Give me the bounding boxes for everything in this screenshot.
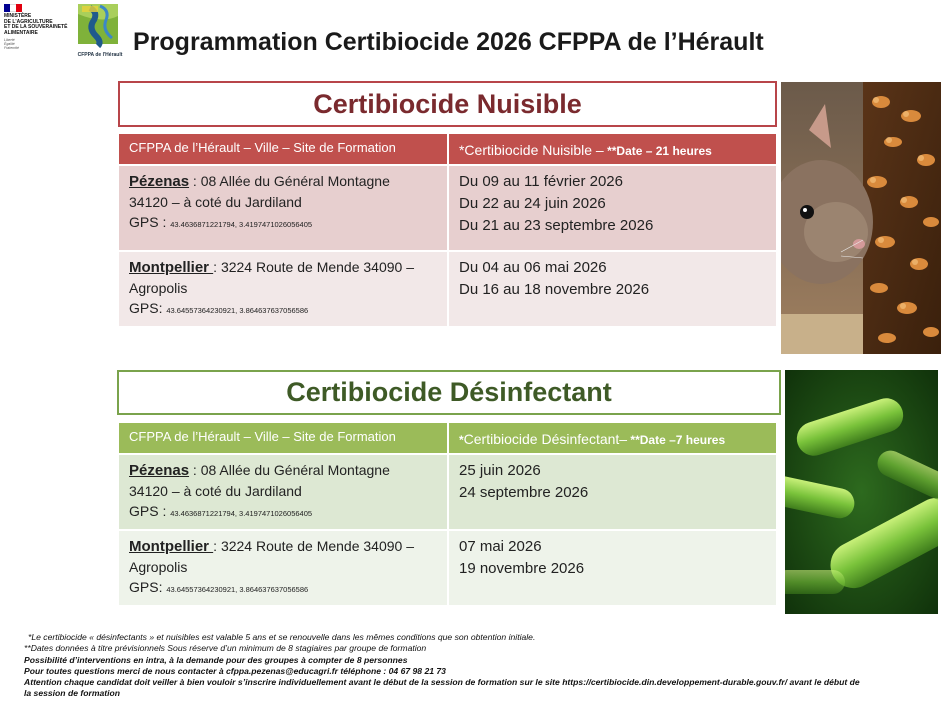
header-course: *Certibiocide Nuisible – **Date – 21 heu… bbox=[446, 132, 779, 166]
ministry-name-line: ET DE LA SOUVERAINETÉ bbox=[4, 24, 68, 31]
date-item: 25 juin 2026 bbox=[458, 462, 541, 479]
ministry-name-line: MINISTÈRE bbox=[4, 13, 32, 19]
date-item: Du 21 au 23 septembre 2026 bbox=[458, 217, 654, 234]
date-item: Du 09 au 11 février 2026 bbox=[458, 173, 623, 190]
dates-cell: Du 04 au 06 mai 2026 Du 16 au 18 novembr… bbox=[446, 250, 779, 328]
site-cell: Pézenas : 08 Allée du Général Montagne 3… bbox=[117, 164, 449, 252]
cfppa-logo-label: CFPPA de l'Hérault bbox=[77, 52, 123, 58]
pests-image bbox=[781, 82, 941, 354]
date-item: Du 04 au 06 mai 2026 bbox=[458, 259, 607, 276]
footnote-intra: Possibilité d’interventions en intra, à … bbox=[24, 654, 408, 665]
header-site: CFPPA de l’Hérault – Ville – Site de For… bbox=[117, 421, 449, 455]
table-row: Pézenas : 08 Allée du Général Montagne 3… bbox=[117, 453, 779, 531]
header-site: CFPPA de l’Hérault – Ville – Site de For… bbox=[117, 132, 449, 166]
french-flag-icon bbox=[4, 4, 22, 12]
dates-cell: Du 09 au 11 février 2026 Du 22 au 24 jui… bbox=[446, 164, 779, 252]
footnotes: *Le certibiocide « désinfectants » et nu… bbox=[24, 632, 934, 700]
footnote-registration-cont: la session de formation bbox=[24, 688, 120, 699]
footnote-contact: Pour toutes questions merci de nous cont… bbox=[24, 665, 446, 676]
desinfectant-table: CFPPA de l’Hérault – Ville – Site de For… bbox=[117, 421, 779, 607]
ministry-logo: MINISTÈRE DE L'AGRICULTURE ET DE LA SOUV… bbox=[4, 4, 74, 56]
table-header-row: CFPPA de l’Hérault – Ville – Site de For… bbox=[117, 421, 779, 455]
footnote-validity: *Le certibiocide « désinfectants » et nu… bbox=[28, 632, 536, 642]
date-item: Du 22 au 24 juin 2026 bbox=[458, 195, 606, 212]
city-name: Montpellier bbox=[129, 538, 214, 555]
desinfectant-banner: Certibiocide Désinfectant bbox=[117, 370, 781, 415]
gps-coords: 43.4636871221794, 3.4197471026056405 bbox=[170, 509, 313, 518]
footnote-registration: Attention chaque candidat doit veiller à… bbox=[24, 677, 860, 688]
bacteria-icon bbox=[785, 398, 938, 594]
date-item: Du 16 au 18 novembre 2026 bbox=[458, 281, 650, 298]
date-item: 24 septembre 2026 bbox=[458, 484, 589, 501]
table-row: Montpellier : 3224 Route de Mende 34090 … bbox=[117, 250, 779, 328]
page-title: Programmation Certibiocide 2026 CFPPA de… bbox=[133, 28, 764, 56]
bacteria-image bbox=[785, 370, 938, 614]
footnote-dates: **Dates données à titre prévisionnels So… bbox=[24, 643, 427, 654]
nuisible-banner: Certibiocide Nuisible bbox=[118, 81, 777, 127]
city-name: Pézenas bbox=[129, 462, 190, 479]
ministry-motto: Liberté Égalité Fraternité bbox=[4, 38, 19, 51]
ministry-name-line: DE L'AGRICULTURE bbox=[4, 18, 53, 25]
city-name: Montpellier bbox=[129, 259, 214, 276]
table-header-row: CFPPA de l’Hérault – Ville – Site de For… bbox=[117, 132, 779, 166]
city-name: Pézenas bbox=[129, 173, 190, 190]
ministry-name-line: ALIMENTAIRE bbox=[4, 29, 38, 36]
dates-cell: 25 juin 2026 24 septembre 2026 bbox=[446, 453, 779, 531]
rat-icon bbox=[781, 104, 873, 284]
header-course: *Certibiocide Désinfectant– **Date –7 he… bbox=[446, 421, 779, 455]
gps-coords: 43.4636871221794, 3.4197471026056405 bbox=[170, 220, 313, 229]
site-cell: Montpellier : 3224 Route de Mende 34090 … bbox=[117, 529, 449, 607]
site-cell: Pézenas : 08 Allée du Général Montagne 3… bbox=[117, 453, 449, 531]
cfppa-logo: CFPPA de l'Hérault bbox=[76, 2, 124, 62]
nuisible-table: CFPPA de l’Hérault – Ville – Site de For… bbox=[117, 132, 779, 328]
date-item: 19 novembre 2026 bbox=[458, 560, 585, 577]
date-item: 07 mai 2026 bbox=[458, 538, 542, 555]
dates-cell: 07 mai 2026 19 novembre 2026 bbox=[446, 529, 779, 607]
cfppa-emblem-icon bbox=[78, 4, 118, 49]
site-cell: Montpellier : 3224 Route de Mende 34090 … bbox=[117, 250, 449, 328]
table-row: Montpellier : 3224 Route de Mende 34090 … bbox=[117, 529, 779, 607]
table-row: Pézenas : 08 Allée du Général Montagne 3… bbox=[117, 164, 779, 252]
gps-coords: 43.64557364230921, 3.864637637056586 bbox=[166, 306, 309, 315]
gps-coords: 43.64557364230921, 3.864637637056586 bbox=[166, 585, 309, 594]
